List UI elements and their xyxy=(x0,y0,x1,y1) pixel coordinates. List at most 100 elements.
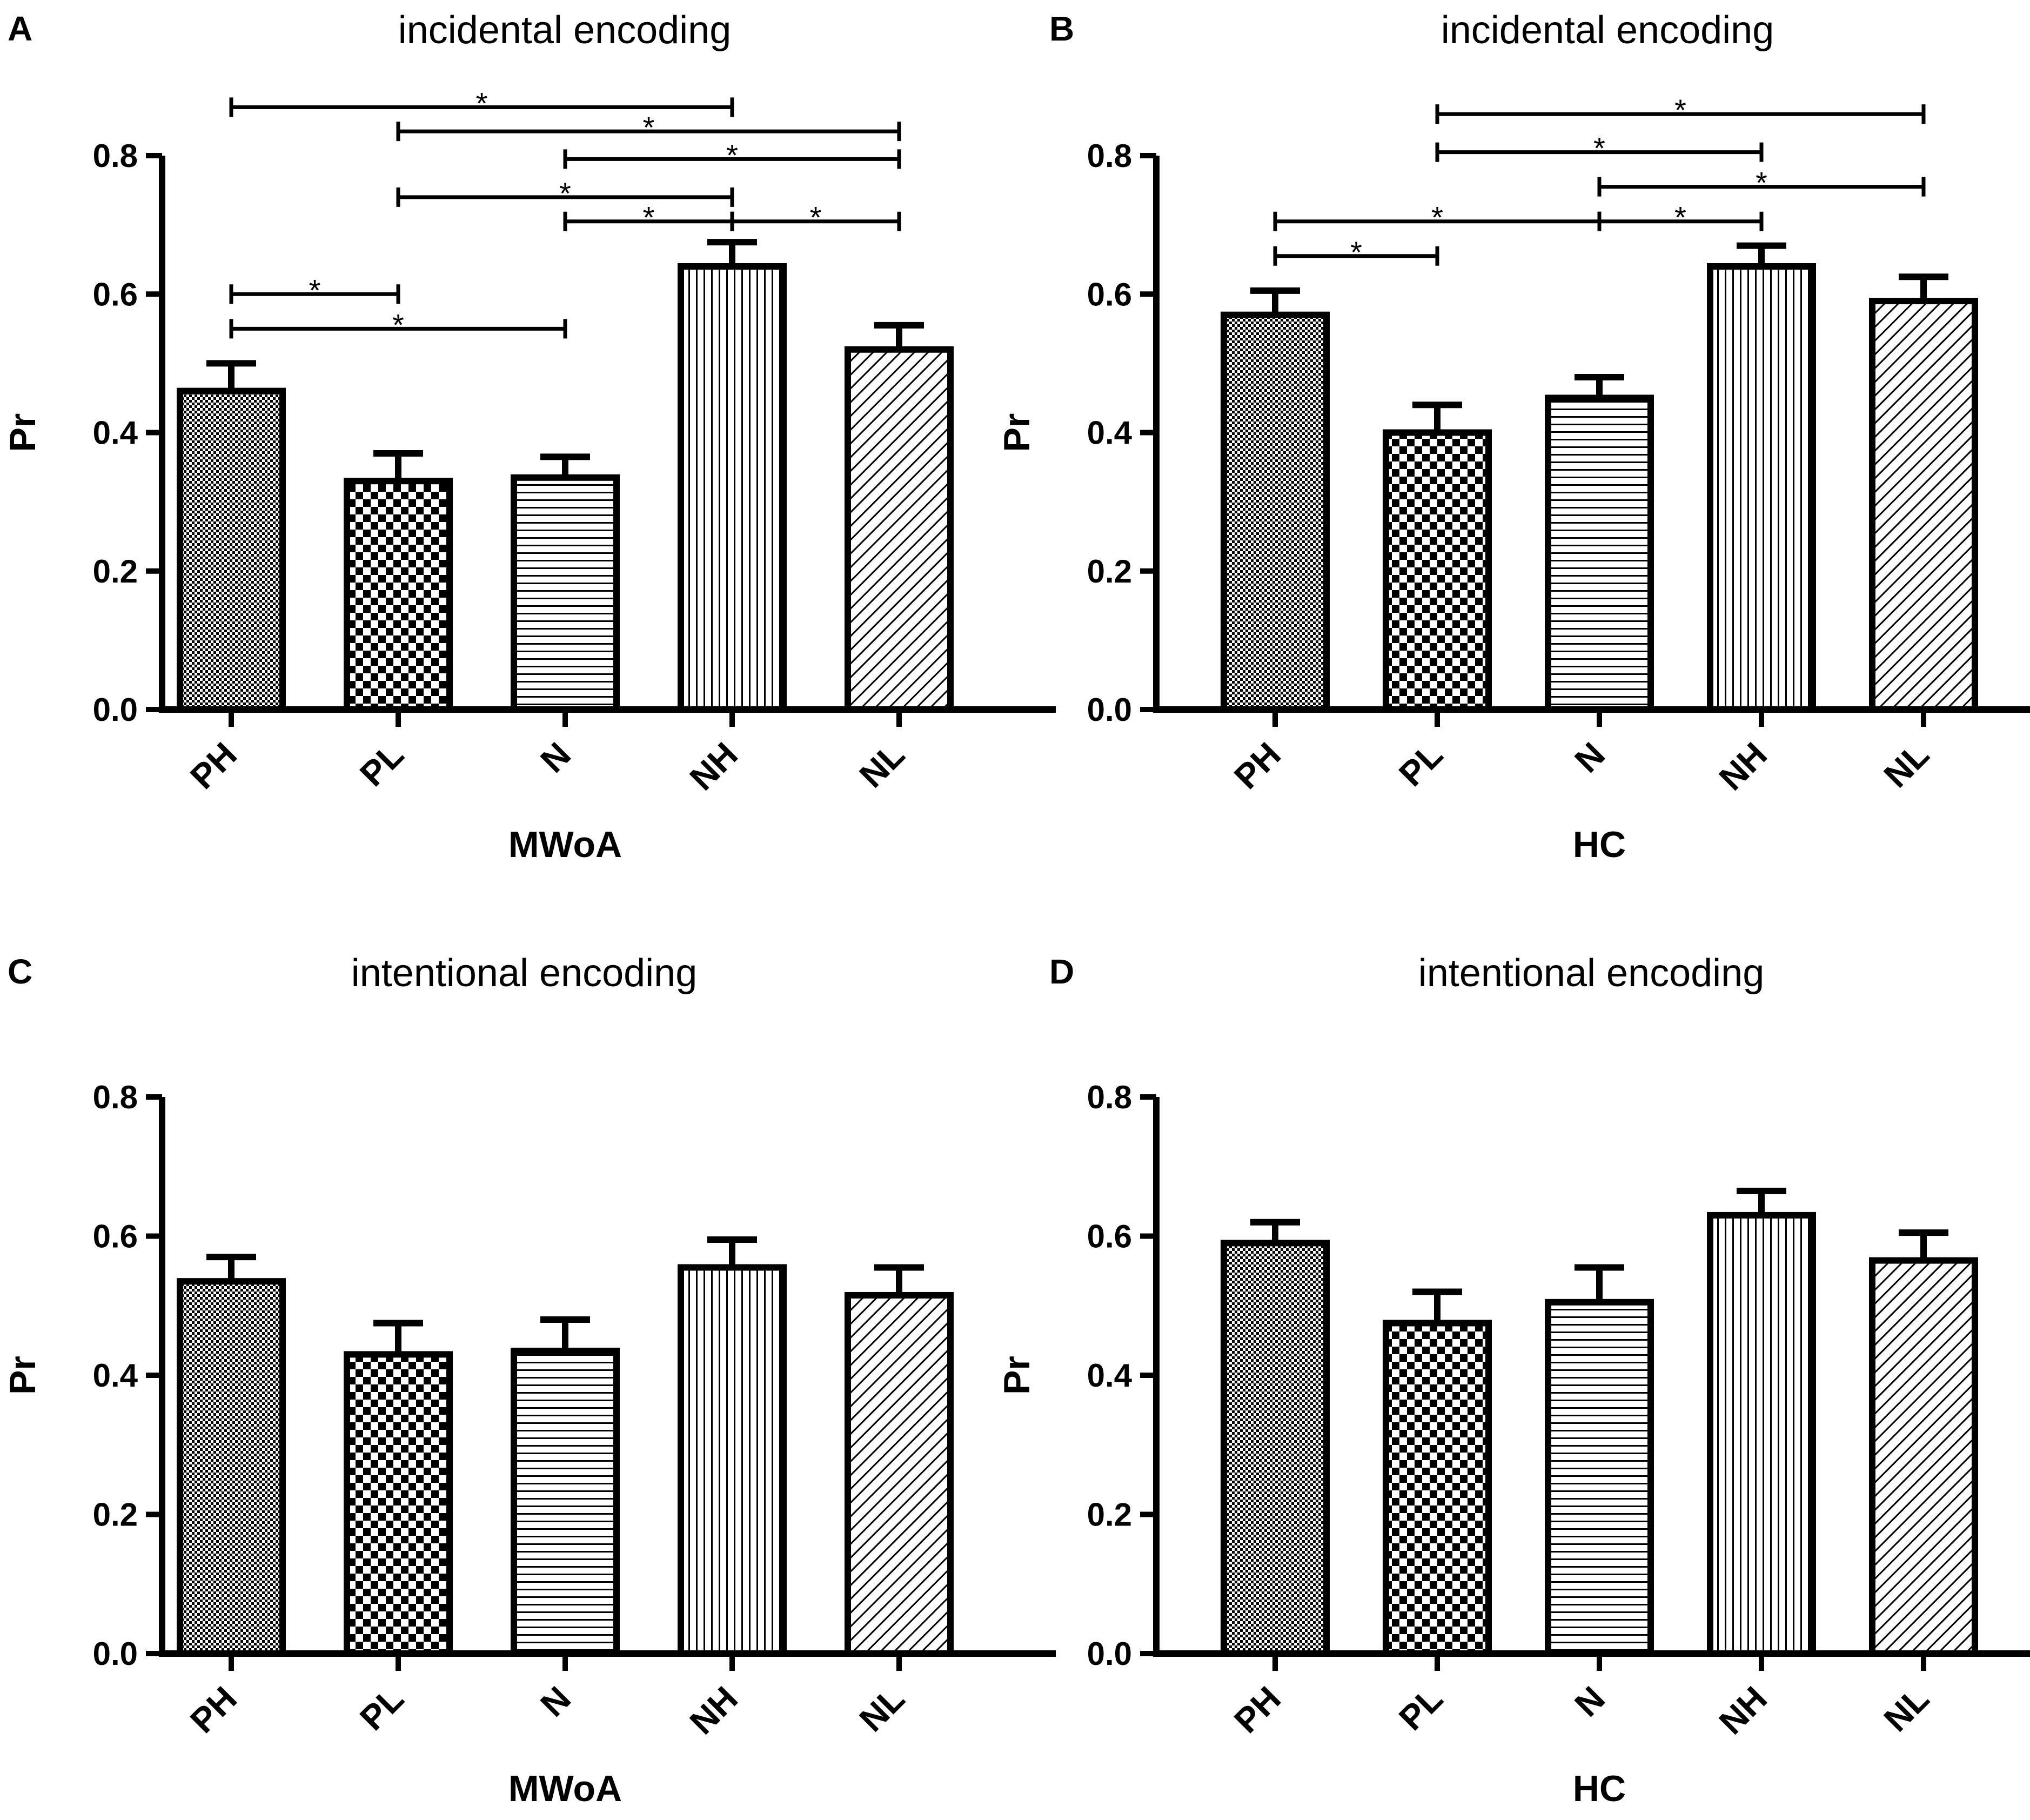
x-tick-label: PH xyxy=(1227,735,1288,797)
x-axis-title: HC xyxy=(1573,824,1626,865)
significance-star: * xyxy=(810,200,822,235)
y-tick-label: 0.2 xyxy=(1087,553,1132,590)
significance-star: * xyxy=(643,110,655,144)
chart-title: incidental encoding xyxy=(1441,9,1774,52)
bar-n xyxy=(1545,1299,1654,1657)
significance-star: * xyxy=(643,200,655,235)
significance-star: * xyxy=(1756,166,1767,200)
significance-star: * xyxy=(476,86,488,120)
significance-bracket: * xyxy=(229,307,567,342)
significance-bracket: * xyxy=(563,138,901,172)
y-tick-label: 0.2 xyxy=(1087,1497,1132,1533)
x-tick-label: NH xyxy=(1712,1679,1774,1742)
x-tick-label: N xyxy=(533,735,578,780)
y-tick-label: 0.8 xyxy=(1087,1079,1132,1115)
y-axis-title: Pr xyxy=(2,1356,43,1395)
x-tick-label: NL xyxy=(1877,1679,1937,1739)
bar-ph xyxy=(1221,1240,1330,1657)
bar-pl xyxy=(1383,1320,1492,1657)
bar-nl xyxy=(845,346,954,713)
y-axis-title: Pr xyxy=(996,413,1037,452)
bar-pl xyxy=(344,1351,453,1657)
bar-n xyxy=(511,474,620,713)
x-tick-label: PH xyxy=(183,1679,244,1741)
y-tick-label: 0.8 xyxy=(93,138,138,174)
y-axis-title: Pr xyxy=(996,1356,1037,1395)
bar-n xyxy=(511,1347,620,1657)
chart-title: incidental encoding xyxy=(398,9,731,52)
bar-nl xyxy=(845,1292,954,1657)
y-tick-label: 0.6 xyxy=(93,1219,138,1255)
y-tick-label: 0.4 xyxy=(93,1357,138,1394)
significance-star: * xyxy=(1674,93,1686,127)
x-tick-label: NL xyxy=(852,735,912,795)
significance-star: * xyxy=(1674,200,1686,235)
x-tick-label: PL xyxy=(352,1679,411,1738)
y-tick-label: 0.6 xyxy=(1087,1219,1132,1255)
significance-star: * xyxy=(559,176,571,210)
significance-bracket: * xyxy=(1273,200,1602,235)
y-tick-label: 0.0 xyxy=(93,1636,138,1672)
bar-nl xyxy=(1869,1257,1978,1657)
bar-pl xyxy=(1383,429,1492,713)
bar-nh xyxy=(1707,1212,1816,1657)
bar-nh xyxy=(1707,263,1816,713)
panel-letter: A xyxy=(8,9,32,48)
bar-nh xyxy=(678,1264,787,1657)
significance-star: * xyxy=(1431,200,1443,235)
bar-ph xyxy=(177,1278,286,1657)
significance-bracket: * xyxy=(396,176,734,210)
bar-n xyxy=(1545,394,1654,713)
y-tick-label: 0.0 xyxy=(1087,692,1132,728)
significance-star: * xyxy=(392,307,404,342)
x-tick-label: N xyxy=(1567,735,1612,780)
y-tick-label: 0.4 xyxy=(93,415,138,451)
panel-letter: D xyxy=(1049,952,1074,991)
significance-bracket: * xyxy=(396,110,901,144)
y-tick-label: 0.4 xyxy=(1087,1357,1133,1394)
significance-star: * xyxy=(1593,131,1605,165)
x-tick-label: NH xyxy=(1712,735,1774,798)
y-tick-label: 0.4 xyxy=(1087,415,1133,451)
significance-bracket: * xyxy=(1435,131,1764,165)
y-tick-label: 0.8 xyxy=(93,1079,138,1115)
significance-bracket: * xyxy=(1435,93,1926,127)
x-tick-label: NH xyxy=(682,1679,745,1742)
x-axis-title: HC xyxy=(1573,1768,1626,1809)
significance-star: * xyxy=(1350,235,1362,269)
x-tick-label: PH xyxy=(1227,1679,1288,1741)
significance-bracket: * xyxy=(229,86,734,120)
x-tick-label: N xyxy=(533,1679,578,1724)
significance-bracket: * xyxy=(229,273,400,307)
significance-star: * xyxy=(309,273,321,307)
bar-pl xyxy=(344,478,453,713)
significance-bracket: * xyxy=(563,200,734,235)
x-tick-label: PL xyxy=(1391,1679,1450,1738)
x-tick-label: PL xyxy=(1391,735,1450,794)
bar-ph xyxy=(177,387,286,713)
bar-nh xyxy=(678,263,787,713)
x-tick-label: PL xyxy=(352,735,411,794)
y-tick-label: 0.0 xyxy=(1087,1636,1132,1672)
bar-ph xyxy=(1221,311,1330,713)
y-tick-label: 0.8 xyxy=(1087,138,1132,174)
x-axis-title: MWoA xyxy=(508,1768,622,1809)
significance-bracket: * xyxy=(1273,235,1439,269)
y-tick-label: 0.6 xyxy=(93,276,138,312)
y-tick-label: 0.2 xyxy=(93,553,138,590)
y-tick-label: 0.2 xyxy=(93,1497,138,1533)
x-tick-label: NH xyxy=(682,735,745,798)
x-tick-label: NL xyxy=(1877,735,1937,795)
x-tick-label: PH xyxy=(183,735,244,797)
y-axis-title: Pr xyxy=(2,413,43,452)
chart-title: intentional encoding xyxy=(1418,952,1765,995)
significance-bracket: * xyxy=(1597,200,1764,235)
x-tick-label: N xyxy=(1567,1679,1612,1724)
y-tick-label: 0.6 xyxy=(1087,276,1132,312)
y-tick-label: 0.0 xyxy=(93,692,138,728)
